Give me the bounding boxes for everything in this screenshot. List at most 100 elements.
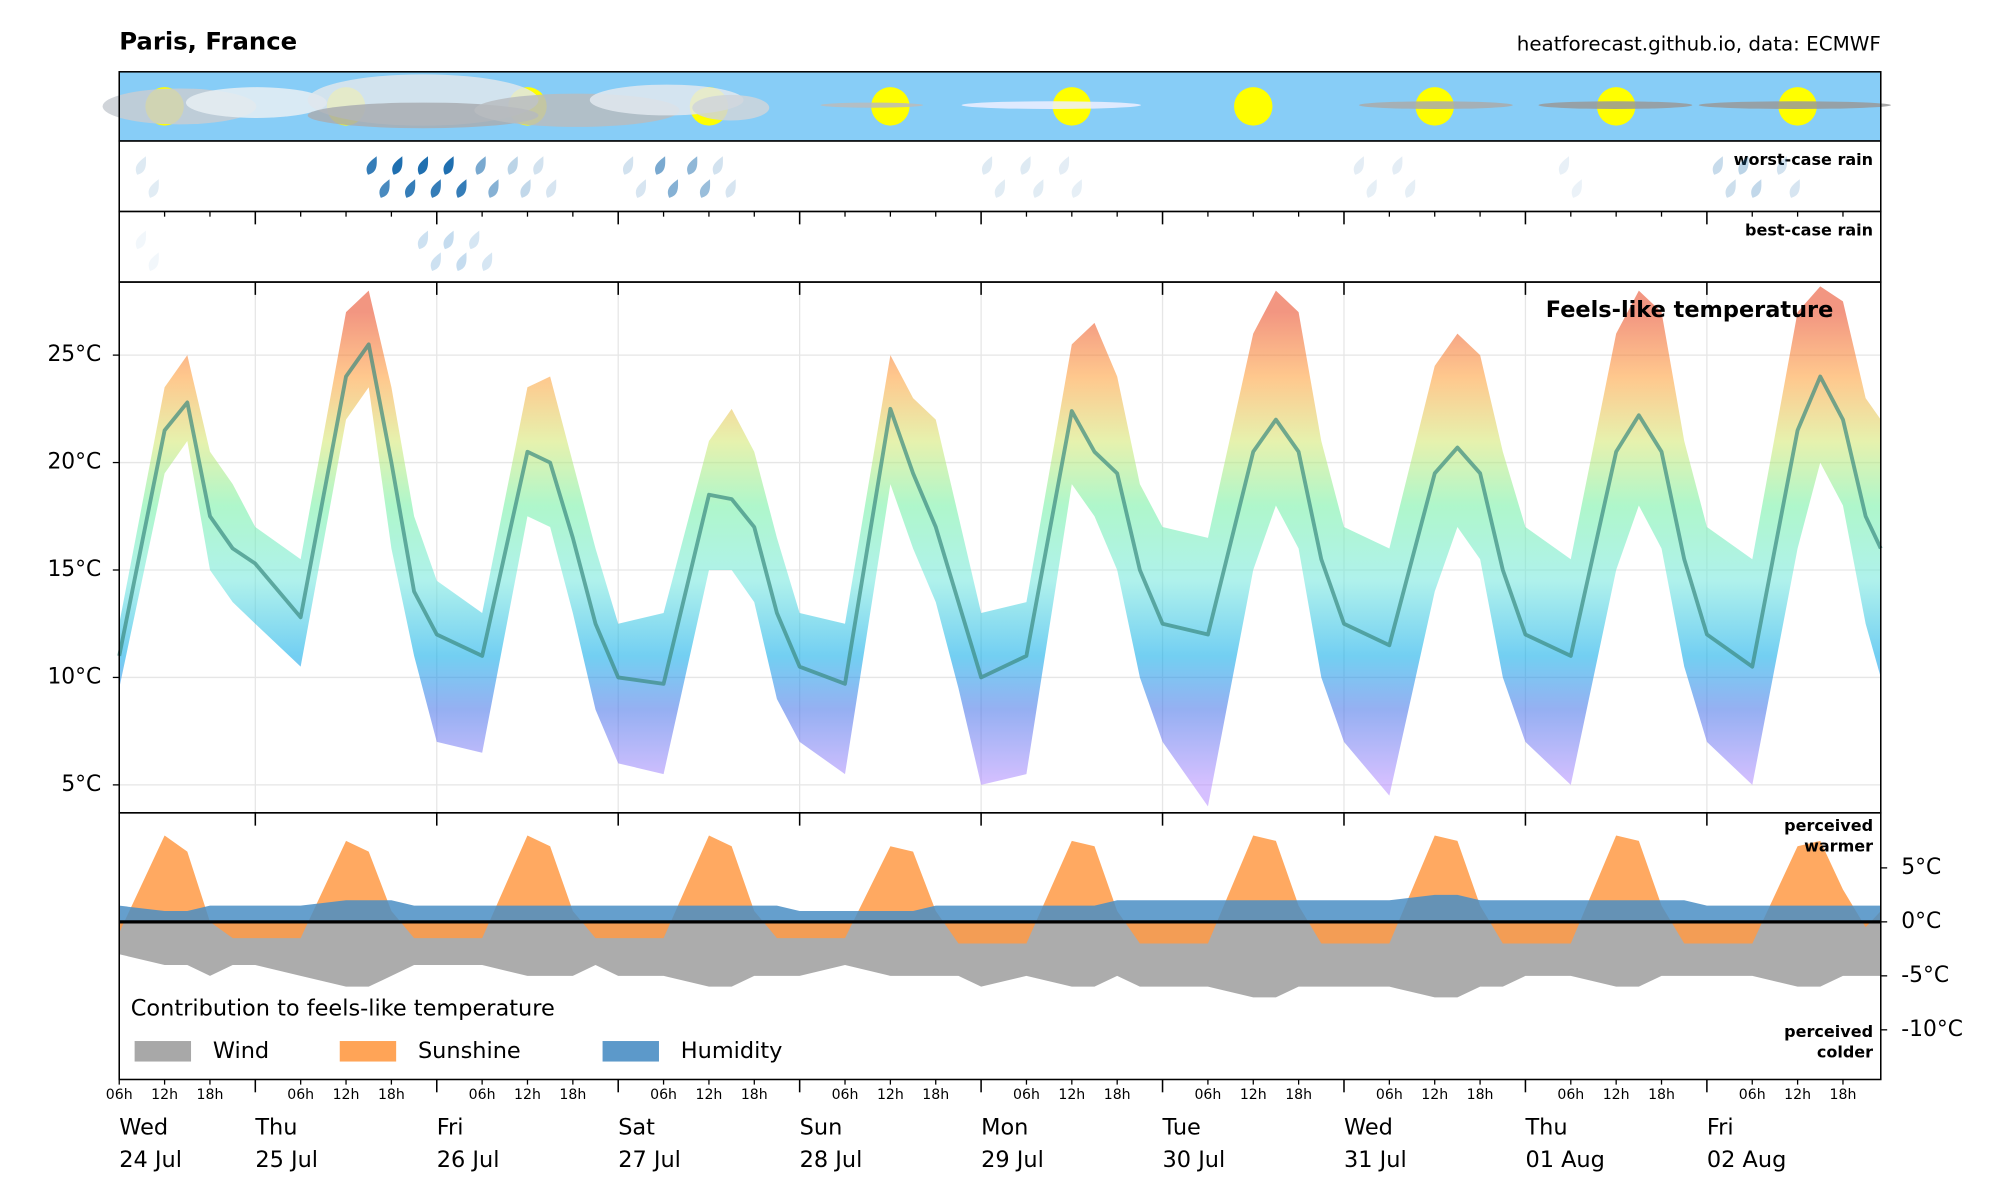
rain-drop — [981, 156, 993, 175]
rain-drop — [475, 156, 486, 175]
cloud-icon — [961, 101, 1142, 109]
rain-panel — [118, 210, 1882, 283]
y-tick-label: 0°C — [1901, 909, 1941, 934]
annotation: perceived warmer — [1784, 815, 1873, 855]
annotation: perceived colder — [1784, 1022, 1873, 1062]
source: heatforecast.github.io, data: ECMWF — [1517, 32, 1881, 55]
date-label: 31 Jul — [1344, 1147, 1407, 1173]
legend-label: Wind — [213, 1038, 269, 1064]
hour-label: 18h — [559, 1087, 586, 1103]
median-line — [117, 342, 1883, 686]
rain-drop — [148, 179, 159, 198]
hour-label: 06h — [1739, 1087, 1766, 1103]
hour-label: 06h — [287, 1087, 314, 1103]
date-label: 26 Jul — [437, 1147, 500, 1173]
rain-drop — [488, 179, 499, 198]
cloud-icon — [692, 94, 770, 121]
hour-label: 12h — [514, 1087, 541, 1103]
rain-drop — [1712, 156, 1723, 175]
legend-swatch — [134, 1041, 192, 1062]
panel-title: Feels-like temperature — [1546, 297, 1834, 323]
hour-label: 06h — [650, 1087, 677, 1103]
hour-label: 18h — [922, 1087, 949, 1103]
rain-drop — [1571, 179, 1582, 198]
hour-label: 18h — [741, 1087, 768, 1103]
day-label: Fri — [437, 1115, 464, 1141]
y-tick-label: 25°C — [47, 342, 101, 367]
rain-drop — [655, 156, 666, 175]
hour-label: 06h — [1557, 1087, 1584, 1103]
day-label: Thu — [1524, 1115, 1567, 1141]
rain-drop — [1751, 179, 1762, 198]
rain-drop — [623, 156, 634, 175]
rain-drop — [430, 252, 441, 271]
hour-label: 12h — [1784, 1087, 1811, 1103]
rain-drop — [1392, 156, 1403, 175]
rain-drop — [533, 156, 544, 175]
hour-label: 06h — [106, 1087, 133, 1103]
contribution-area — [119, 894, 1881, 922]
rain-drop — [667, 179, 679, 198]
rain-panel — [118, 140, 1882, 213]
hour-label: 18h — [1648, 1087, 1675, 1103]
rain-panel-label: worst-case rain — [1734, 150, 1873, 169]
hour-label: 18h — [1104, 1087, 1131, 1103]
rain-drop — [546, 179, 557, 198]
rain-drop — [135, 156, 147, 175]
rain-drop — [135, 230, 147, 250]
day-label: Sun — [800, 1115, 843, 1141]
rain-drop — [1405, 179, 1416, 198]
day-label: Fri — [1707, 1115, 1734, 1141]
spread-band — [119, 286, 1881, 807]
day-label: Mon — [981, 1115, 1028, 1141]
hour-label: 12h — [1058, 1087, 1085, 1103]
rain-drop — [1033, 179, 1044, 198]
hour-label: 18h — [1285, 1087, 1312, 1103]
cloud-icon — [1538, 101, 1693, 109]
legend-label: Humidity — [681, 1038, 783, 1064]
rain-drop — [417, 156, 429, 175]
hour-label: 12h — [695, 1087, 722, 1103]
rain-drop — [1789, 179, 1800, 198]
rain-drop — [1366, 179, 1377, 198]
legend-title: Contribution to feels-like temperature — [131, 995, 555, 1021]
rain-drop — [1020, 156, 1031, 175]
rain-drop — [1558, 156, 1570, 175]
legend-swatch — [602, 1041, 659, 1062]
rain-drop — [366, 156, 377, 175]
rain-drop — [520, 179, 531, 198]
rain-drop — [392, 156, 403, 175]
rain-drop — [687, 156, 698, 175]
rain-drop — [456, 179, 467, 198]
hour-label: 12h — [1240, 1087, 1267, 1103]
date-label: 24 Jul — [119, 1147, 182, 1173]
rain-drop — [148, 252, 159, 271]
y-tick-label: 15°C — [47, 557, 101, 582]
y-tick-label: 5°C — [1901, 855, 1941, 880]
hour-label: 12h — [1421, 1087, 1448, 1103]
rain-drop — [994, 179, 1005, 198]
rain-drop — [456, 252, 467, 271]
hour-label: 06h — [832, 1087, 859, 1103]
legend-label: Sunshine — [418, 1038, 521, 1064]
day-label: Thu — [254, 1115, 297, 1141]
cloud-icon — [1358, 101, 1513, 109]
rain-drop — [1725, 179, 1736, 198]
contribution-frame — [118, 812, 1882, 1081]
hour-label: 18h — [378, 1087, 405, 1103]
rain-drop — [417, 230, 429, 250]
y-tick-label: 5°C — [61, 772, 101, 797]
rain-panel-label: best-case rain — [1745, 220, 1873, 239]
date-label: 28 Jul — [800, 1147, 863, 1173]
rain-drop — [712, 156, 723, 175]
rain-drop — [481, 252, 493, 271]
date-label: 29 Jul — [981, 1147, 1044, 1173]
sun-icon — [1234, 87, 1273, 126]
day-label: Sat — [618, 1115, 655, 1141]
rain-drop — [443, 156, 454, 175]
contribution-area — [119, 921, 1881, 998]
rain-drop — [699, 179, 711, 198]
hour-label: 06h — [469, 1087, 496, 1103]
hour-label: 06h — [1013, 1087, 1040, 1103]
